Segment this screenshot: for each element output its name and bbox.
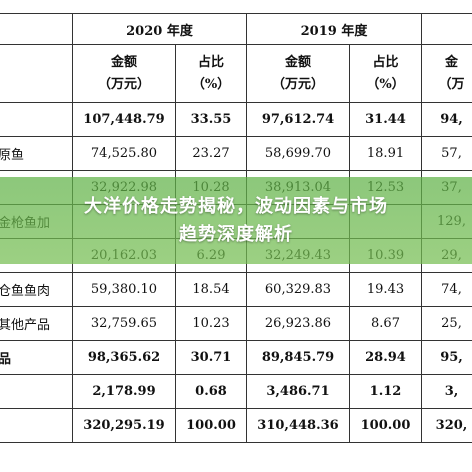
table-cell: 320,	[421, 408, 472, 443]
year-header-row: 2020 年度 2019 年度	[0, 13, 472, 45]
table-row: 其他产品 32,759.65 10.23 26,923.86 8.67 25,	[0, 306, 472, 341]
table-cell: 30.71	[175, 340, 247, 375]
column-header: 占比 （%）	[175, 44, 247, 103]
table-cell: 18.54	[175, 272, 247, 307]
table-cell: 23.27	[175, 136, 247, 171]
year-header: 2020 年度	[72, 13, 247, 45]
table-cell: 25,	[421, 306, 472, 341]
year-header	[421, 13, 472, 45]
row-label: 原鱼	[0, 136, 73, 171]
table-cell: 74,525.80	[72, 136, 176, 171]
table-cell: 31.44	[349, 102, 422, 137]
table-cell: 28.94	[349, 340, 422, 375]
row-label	[0, 102, 73, 137]
column-header: 金额 （万元）	[246, 44, 350, 103]
banner-title-line: 趋势深度解析	[179, 223, 293, 245]
table-row: 320,295.19 100.00 310,448.36 100.00 320,	[0, 408, 472, 443]
table-cell: 58,699.70	[246, 136, 350, 171]
row-label	[0, 374, 73, 409]
table-cell: 3,	[421, 374, 472, 409]
table-cell: 100.00	[349, 408, 422, 443]
table-row: 2,178.99 0.68 3,486.71 1.12 3,	[0, 374, 472, 409]
table-cell: 310,448.36	[246, 408, 350, 443]
table-cell: 89,845.79	[246, 340, 350, 375]
column-header: 占比 （%）	[349, 44, 422, 103]
column-header: 金（万	[421, 44, 472, 103]
table-row: 107,448.79 33.55 97,612.74 31.44 94,	[0, 102, 472, 137]
table-cell: 57,	[421, 136, 472, 171]
table-cell: 10.23	[175, 306, 247, 341]
table-cell: 32,759.65	[72, 306, 176, 341]
title-banner: 大洋价格走势揭秘，波动因素与市场 趋势深度解析	[0, 177, 472, 264]
table-cell: 0.68	[175, 374, 247, 409]
table-cell: 3,486.71	[246, 374, 350, 409]
table-cell: 94,	[421, 102, 472, 137]
row-label	[0, 408, 73, 443]
row-label: 其他产品	[0, 306, 73, 341]
table-row: 原鱼 74,525.80 23.27 58,699.70 18.91 57,	[0, 136, 472, 171]
table-cell: 60,329.83	[246, 272, 350, 307]
table-cell: 26,923.86	[246, 306, 350, 341]
row-label: 仓鱼鱼肉	[0, 272, 73, 307]
column-header: 金额 （万元）	[72, 44, 176, 103]
table-cell: 19.43	[349, 272, 422, 307]
table-row: 仓鱼鱼肉 59,380.10 18.54 60,329.83 19.43 74,	[0, 272, 472, 307]
row-label: 品	[0, 340, 73, 375]
year-header: 2019 年度	[246, 13, 422, 45]
table-cell: 59,380.10	[72, 272, 176, 307]
table-cell: 74,	[421, 272, 472, 307]
table-cell: 100.00	[175, 408, 247, 443]
table-cell: 33.55	[175, 102, 247, 137]
table-cell: 18.91	[349, 136, 422, 171]
banner-title-line: 大洋价格走势揭秘，波动因素与市场	[84, 195, 388, 217]
table-cell: 320,295.19	[72, 408, 176, 443]
table-cell: 107,448.79	[72, 102, 176, 137]
table-cell: 2,178.99	[72, 374, 176, 409]
table-cell: 95,	[421, 340, 472, 375]
column-header-row: 金额 （万元） 占比 （%） 金额 （万元） 占比 （%） 金（万	[0, 44, 472, 103]
table-cell: 1.12	[349, 374, 422, 409]
table-cell: 98,365.62	[72, 340, 176, 375]
corner-cell	[0, 13, 73, 45]
table-cell: 8.67	[349, 306, 422, 341]
corner-cell	[0, 44, 73, 103]
table-cell: 97,612.74	[246, 102, 350, 137]
